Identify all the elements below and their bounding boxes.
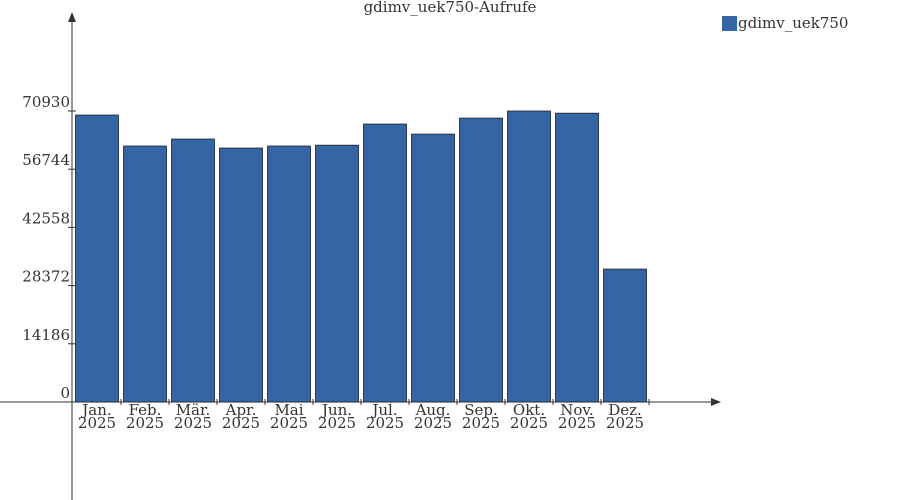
x-tick-label: Jul. [370,401,397,419]
bar [171,138,215,403]
bar [555,112,599,403]
x-tick-label: 2025 [414,414,452,432]
legend-label: gdimv_uek750 [738,14,848,32]
x-tick-label: 2025 [126,414,164,432]
x-tick-label: Sep. [464,401,498,419]
bar [267,145,311,403]
x-tick-label: 2025 [462,414,500,432]
bar [507,110,551,403]
x-tick-label: 2025 [558,414,596,432]
x-tick-label: Okt. [513,401,545,419]
x-tick-label: Apr. [225,401,257,419]
x-tick-label: Jan. [80,401,111,419]
bar [363,123,407,403]
y-axis-arrow [68,12,76,22]
x-tick-label: 2025 [78,414,116,432]
y-tick-label: 70930 [22,93,70,111]
chart-title: gdimv_uek750-Aufrufe [364,0,537,16]
y-tick-label: 42558 [22,209,70,227]
x-tick-label: Nov. [560,401,594,419]
x-tick-label: Aug. [415,401,451,419]
bar [459,117,503,403]
bar [411,133,455,403]
bar [75,114,119,403]
bar [219,147,263,403]
x-tick-label: Dez. [608,401,642,419]
x-tick-label: 2025 [174,414,212,432]
bar [315,144,359,403]
x-tick-label: Feb. [129,401,162,419]
x-tick-label: 2025 [270,414,308,432]
x-tick-label: 2025 [222,414,260,432]
bar [603,268,647,403]
x-tick-label: Mai [274,401,303,419]
legend-swatch [722,16,737,31]
x-tick-label: 2025 [510,414,548,432]
x-tick-label: 2025 [318,414,356,432]
x-tick-label: Mär. [176,401,211,419]
y-tick-label: 0 [60,384,70,402]
x-axis-arrow [711,398,721,406]
x-tick-label: Jun. [320,401,352,419]
y-tick-label: 28372 [22,268,70,286]
y-tick-label: 56744 [22,151,70,169]
x-tick-label: 2025 [606,414,644,432]
x-tick-label: 2025 [366,414,404,432]
bar [123,145,167,403]
y-tick-label: 14186 [22,326,70,344]
